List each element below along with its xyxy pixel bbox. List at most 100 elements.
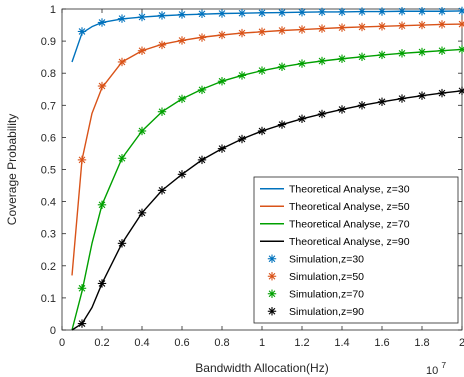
data-point-marker xyxy=(437,46,447,55)
legend-label: Simulation,z=90 xyxy=(289,306,364,318)
data-point-marker xyxy=(197,33,207,42)
x-tick-label: 0.6 xyxy=(174,337,189,349)
y-tick-label: 0.8 xyxy=(41,68,56,80)
data-point-marker xyxy=(77,27,87,36)
legend-box xyxy=(253,176,459,324)
data-point-marker xyxy=(117,154,127,163)
x-tick-label: 1 xyxy=(259,337,265,349)
data-point-marker xyxy=(397,49,407,58)
data-point-marker xyxy=(117,14,127,23)
data-point-marker xyxy=(177,94,187,104)
x-tick-label: 1.2 xyxy=(294,337,309,349)
y-tick-label: 1 xyxy=(50,4,56,16)
x-axis-multiplier-base: 10 xyxy=(426,365,438,377)
data-point-marker xyxy=(297,114,307,123)
data-point-marker xyxy=(117,239,127,248)
data-point-marker xyxy=(337,54,347,63)
data-point-marker xyxy=(317,56,327,66)
data-point-marker xyxy=(277,120,287,129)
data-point-marker xyxy=(417,20,427,30)
data-point-marker xyxy=(237,71,247,80)
data-point-marker xyxy=(157,107,167,116)
legend-marker-swatch xyxy=(267,289,277,298)
data-point-marker xyxy=(417,47,427,57)
legend-marker-swatch xyxy=(267,307,277,316)
y-tick-label: 0.4 xyxy=(41,197,56,209)
x-tick-label: 1.4 xyxy=(334,337,349,349)
data-point-marker xyxy=(197,85,207,95)
data-point-marker xyxy=(137,126,147,136)
data-point-marker xyxy=(217,77,227,86)
data-point-marker xyxy=(317,7,327,17)
y-axis: 0 0.1 0.2 0.3 0.4 0.5 0.6 0.7 0.8 0.9 1 xyxy=(41,4,462,337)
x-axis: 0 0.2 0.4 0.6 0.8 1 1.2 1.4 1.6 1.8 2 xyxy=(59,9,464,349)
legend-item: Theoretical Analyse, z=70 xyxy=(260,219,410,231)
series-line-1 xyxy=(71,10,463,63)
y-tick-label: 0.9 xyxy=(41,36,56,48)
data-point-marker xyxy=(437,7,447,16)
data-point-marker xyxy=(137,46,147,55)
series-line-4 xyxy=(71,90,463,331)
data-point-marker xyxy=(197,9,207,19)
legend-item: Theoretical Analyse, z=50 xyxy=(260,201,410,213)
data-point-marker xyxy=(377,97,387,106)
legend-label: Simulation,z=70 xyxy=(289,289,364,301)
x-axis-multiplier-exponent: 7 xyxy=(441,360,446,370)
legend-item: Simulation,z=30 xyxy=(267,254,364,266)
data-point-marker xyxy=(157,186,167,195)
data-point-marker xyxy=(257,8,267,18)
data-point-marker xyxy=(77,319,87,328)
data-point-marker xyxy=(77,155,87,165)
data-point-marker xyxy=(337,23,347,32)
data-point-marker xyxy=(257,66,267,75)
data-point-marker xyxy=(397,21,407,30)
data-point-marker xyxy=(317,24,327,33)
legend-marker-swatch xyxy=(267,254,277,263)
data-point-marker xyxy=(377,50,387,60)
data-point-marker xyxy=(357,7,367,16)
data-point-marker xyxy=(237,8,247,18)
data-point-marker xyxy=(257,126,267,136)
data-point-marker xyxy=(357,101,367,110)
data-point-marker xyxy=(137,12,147,22)
data-point-marker xyxy=(157,40,167,50)
series-group xyxy=(71,6,464,331)
data-point-marker xyxy=(437,88,447,98)
series-line-3 xyxy=(71,48,463,331)
y-tick-label: 0.7 xyxy=(41,100,56,112)
data-point-marker xyxy=(237,28,247,38)
series-markers-8 xyxy=(77,86,464,328)
data-point-marker xyxy=(277,62,287,71)
data-point-marker xyxy=(217,9,227,18)
legend-item: Theoretical Analyse, z=30 xyxy=(260,184,410,196)
data-point-marker xyxy=(177,170,187,179)
data-point-marker xyxy=(297,8,307,17)
y-tick-label: 0.6 xyxy=(41,132,56,144)
y-axis-label: Coverage Probability xyxy=(5,114,19,225)
x-tick-label: 0 xyxy=(59,337,65,349)
data-point-marker xyxy=(397,94,407,103)
legend-item: Simulation,z=50 xyxy=(267,271,364,283)
data-point-marker xyxy=(277,26,287,35)
x-tick-label: 1.6 xyxy=(374,337,389,349)
data-point-marker xyxy=(197,155,207,165)
data-point-marker xyxy=(157,11,167,20)
x-axis-label: Bandwidth Allocation(Hz) xyxy=(195,361,328,375)
data-point-marker xyxy=(377,22,387,31)
y-tick-label: 0.1 xyxy=(41,293,56,305)
x-tick-label: 2 xyxy=(459,337,464,349)
data-point-marker xyxy=(317,109,327,119)
data-point-marker xyxy=(297,25,307,34)
series-markers-7 xyxy=(77,45,464,293)
x-axis-multiplier: 10 7 xyxy=(426,360,446,377)
data-point-marker xyxy=(137,208,147,218)
x-tick-label: 0.4 xyxy=(134,337,149,349)
y-tick-label: 0.3 xyxy=(41,229,56,241)
legend-label: Simulation,z=50 xyxy=(289,271,364,283)
legend-label: Simulation,z=30 xyxy=(289,254,364,266)
legend-item: Simulation,z=90 xyxy=(267,306,364,318)
series-line-2 xyxy=(71,23,463,276)
series-markers-6 xyxy=(77,19,464,165)
series-markers-5 xyxy=(77,6,464,36)
data-point-marker xyxy=(97,81,107,91)
